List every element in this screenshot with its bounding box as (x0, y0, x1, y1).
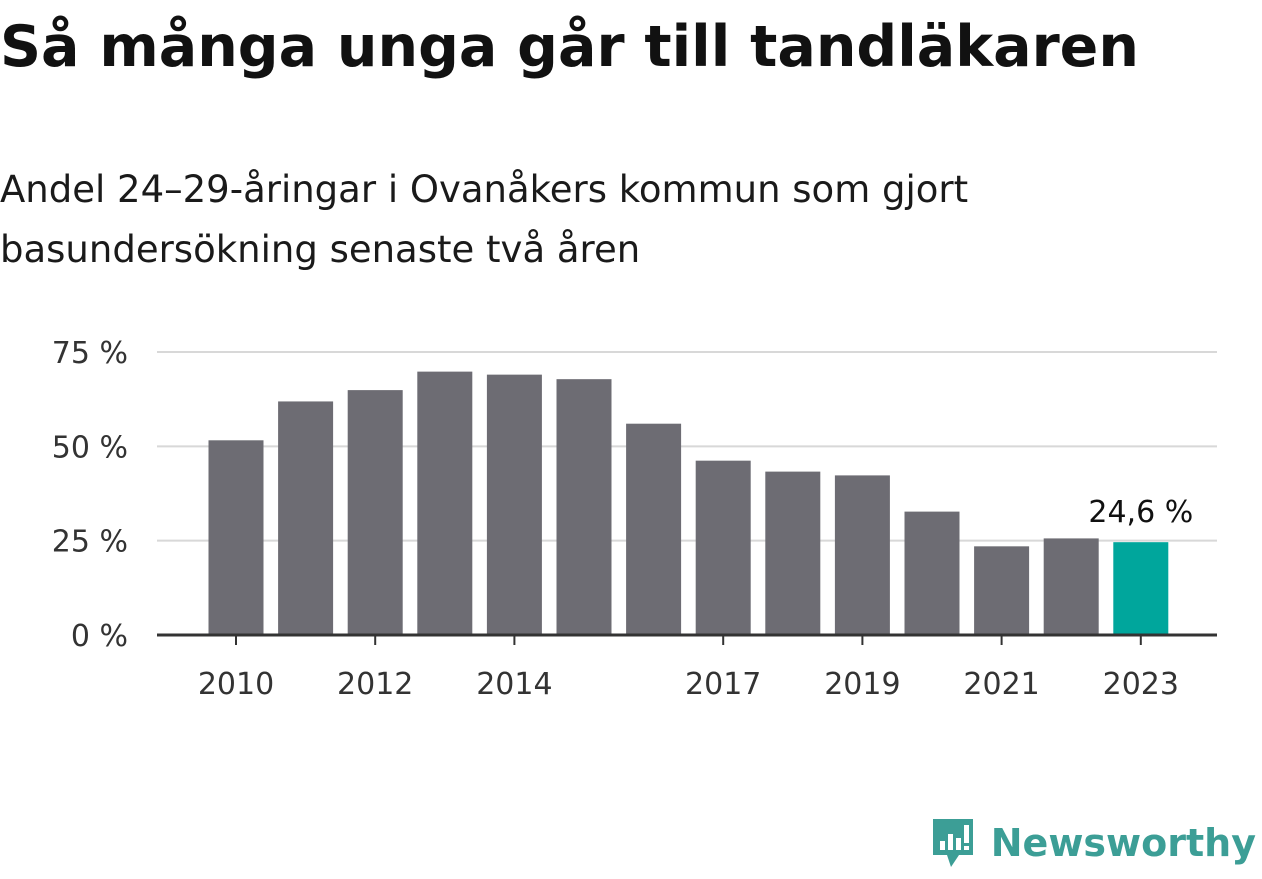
y-tick-label: 75 % (52, 336, 128, 371)
bar-highlight (1113, 542, 1169, 635)
data-label-2023: 24,6 % (1088, 495, 1193, 530)
gridlines (157, 351, 1217, 542)
bar (347, 390, 403, 635)
axes (157, 633, 1217, 645)
bar (208, 440, 264, 635)
bar (904, 511, 960, 635)
y-tick-label: 50 % (52, 430, 128, 465)
chart-title: Så många unga går till tandläkaren (0, 14, 1139, 80)
bars (208, 371, 1169, 635)
y-tick-label: 0 % (71, 619, 128, 654)
bar (626, 423, 682, 635)
bar (556, 379, 612, 635)
x-tick-label: 2012 (337, 667, 413, 702)
bar (765, 471, 821, 635)
labels: 0 % 25 % 50 % 75 % 2010 2012 2014 2017 2019 2021 2… (52, 336, 1193, 702)
newsworthy-logo: Newsworthy (929, 813, 1256, 873)
bar (1043, 538, 1099, 635)
x-tick-label: 2014 (476, 667, 552, 702)
x-tick-label: 2017 (685, 667, 761, 702)
bar (974, 546, 1030, 635)
x-tick-label: 2021 (963, 667, 1039, 702)
x-tick-label: 2010 (198, 667, 274, 702)
x-tick-label: 2023 (1103, 667, 1179, 702)
bar (695, 460, 751, 635)
newsworthy-bar-chart-icon (932, 819, 973, 867)
chart-subtitle: Andel 24–29-åringar i Ovanåkers kommun s… (0, 168, 969, 271)
bar (278, 401, 334, 635)
bar (486, 374, 542, 635)
bar (834, 475, 890, 635)
x-tick-label: 2019 (824, 667, 900, 702)
bar (417, 371, 473, 635)
logo-text: Newsworthy (990, 821, 1256, 865)
y-tick-label: 25 % (52, 525, 128, 560)
